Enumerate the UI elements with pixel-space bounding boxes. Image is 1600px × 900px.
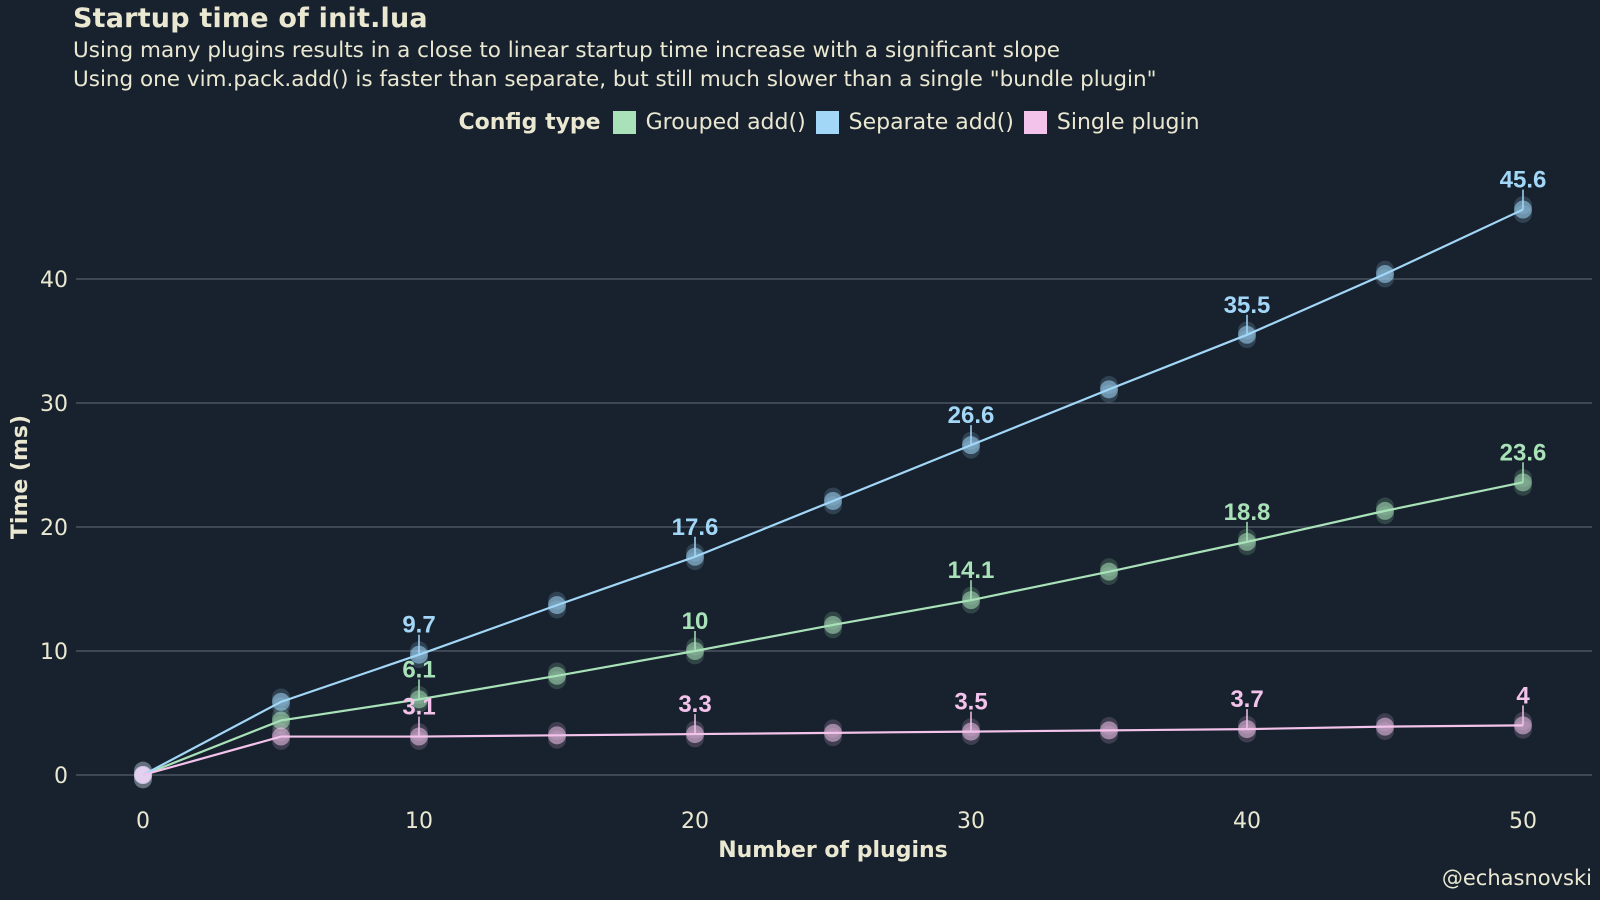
legend-item-single: Single plugin	[1023, 110, 1200, 135]
data-label: 3.7	[1230, 686, 1263, 713]
chart-title: Startup time of init.lua	[73, 3, 428, 34]
x-tick-label: 0	[136, 809, 150, 834]
data-label: 3.3	[678, 691, 711, 718]
x-tick-labels: 0 10 20 30 40 50	[136, 809, 1537, 834]
legend-label-grouped: Grouped add()	[645, 110, 806, 135]
x-tick-label: 40	[1233, 809, 1261, 834]
data-label: 9.7	[402, 612, 435, 639]
data-labels: 6.1 10 14.1 18.8 23.6 9.7 17.6 26.6 35.5 45.6 3.1 3…	[402, 167, 1546, 737]
y-tick-label: 0	[54, 764, 68, 789]
y-tick-label: 10	[40, 640, 68, 665]
data-label: 6.1	[402, 656, 435, 683]
data-label: 4	[1516, 682, 1530, 709]
author-caption: @echasnovski	[1441, 866, 1592, 890]
legend-item-separate: Separate add()	[815, 110, 1014, 135]
x-axis-label: Number of plugins	[718, 838, 948, 863]
data-label: 45.6	[1500, 167, 1547, 194]
x-tick-label: 20	[681, 809, 709, 834]
series-lines	[142, 208, 1524, 777]
data-label: 3.5	[954, 689, 987, 716]
y-tick-label: 20	[40, 516, 68, 541]
y-tick-label: 30	[40, 392, 68, 417]
y-tick-label: 40	[40, 268, 68, 293]
y-axis-label: Time (ms)	[8, 415, 33, 539]
legend: Config type Grouped add() Separate add()…	[0, 110, 1600, 135]
data-points	[134, 196, 1532, 789]
legend-swatch-separate	[815, 111, 839, 134]
legend-title: Config type	[458, 110, 601, 135]
series-line-single-plugin	[142, 724, 1524, 777]
legend-swatch-grouped	[612, 111, 636, 134]
data-label: 26.6	[948, 402, 995, 429]
chart-subtitle-line-2: Using one vim.pack.add() is faster than …	[73, 67, 1157, 92]
series-line-grouped-add	[142, 481, 1524, 777]
x-tick-label: 50	[1509, 809, 1537, 834]
data-label: 23.6	[1500, 439, 1547, 466]
series-line-separate-add	[142, 208, 1524, 776]
y-tick-labels: 0 10 20 30 40	[40, 268, 68, 789]
legend-swatch-single	[1023, 111, 1047, 134]
legend-item-grouped: Grouped add()	[612, 110, 806, 135]
data-label: 35.5	[1224, 292, 1271, 319]
data-label: 18.8	[1224, 499, 1271, 526]
gridlines	[76, 278, 1592, 776]
data-label: 10	[682, 608, 709, 635]
data-label: 3.1	[402, 694, 435, 721]
data-label: 14.1	[948, 557, 995, 584]
x-tick-label: 10	[405, 809, 433, 834]
chart-subtitle-line-1: Using many plugins results in a close to…	[73, 38, 1060, 63]
legend-label-separate: Separate add()	[848, 110, 1014, 135]
x-tick-label: 30	[957, 809, 985, 834]
data-label: 17.6	[672, 514, 719, 541]
legend-label-single: Single plugin	[1056, 110, 1200, 135]
